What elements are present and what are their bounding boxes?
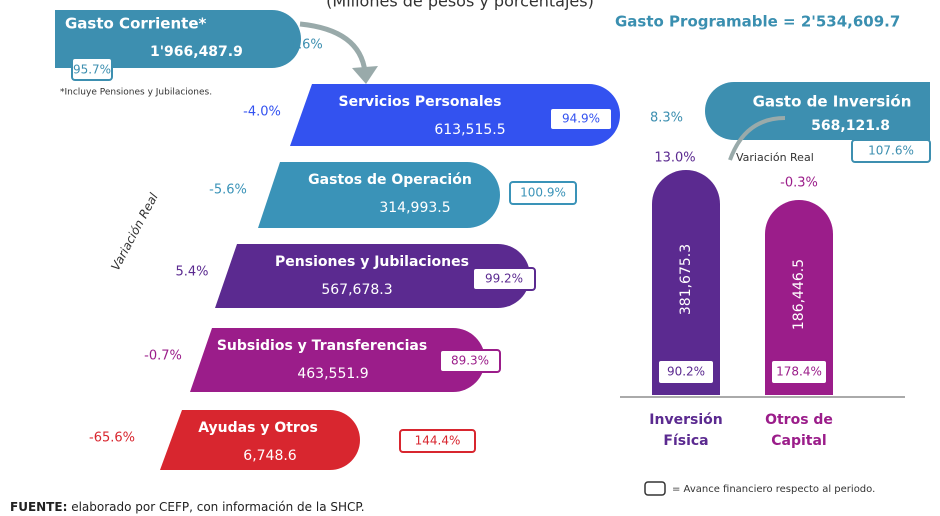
footer-label: FUENTE: xyxy=(10,500,67,514)
item-avance-box xyxy=(549,107,613,131)
item-avance: 144.4% xyxy=(415,434,461,448)
arrow xyxy=(299,21,368,73)
bar-avance: 178.4% xyxy=(776,365,822,379)
item-shape xyxy=(160,410,360,470)
item-value: 613,515.5 xyxy=(434,122,505,138)
bar-avance-box xyxy=(770,359,828,385)
gc-avance-box xyxy=(71,57,113,81)
item-name: Servicios Personales xyxy=(339,94,502,110)
arrow-head xyxy=(352,66,378,84)
item-shape xyxy=(290,84,620,146)
bar-shape xyxy=(652,170,720,395)
bar-variation: -0.3% xyxy=(780,176,818,191)
item-variation: -5.6% xyxy=(209,183,247,198)
items: Servicios Personales 613,515.5 -4.0% 94.9% G… xyxy=(89,84,620,470)
item-value: 567,678.3 xyxy=(321,282,392,298)
bar-variation: 13.0% xyxy=(654,151,695,166)
inv-avance: 107.6% xyxy=(868,144,914,158)
bar-shape xyxy=(765,200,833,395)
gc-value: 1'966,487.9 xyxy=(150,44,243,60)
item-value: 6,748.6 xyxy=(243,448,297,464)
footer: FUENTE: elaborado por CEFP, con informac… xyxy=(10,500,365,514)
bar-avance-box xyxy=(657,359,715,385)
item-avance: 99.2% xyxy=(485,272,523,286)
item-shape xyxy=(258,162,500,228)
item-variation: -65.6% xyxy=(89,431,135,446)
gc-avance: 95.7% xyxy=(73,63,111,77)
inv-arrow xyxy=(728,116,786,161)
item-avance: 89.3% xyxy=(451,354,489,368)
item-variation: -4.0% xyxy=(243,105,281,120)
axis-label: Variación Real xyxy=(108,190,161,273)
item-name: Ayudas y Otros xyxy=(198,420,318,436)
legend-box xyxy=(644,481,666,496)
item-shape xyxy=(215,244,530,308)
item-avance: 100.9% xyxy=(520,186,566,200)
item-avance-box xyxy=(509,181,577,205)
item-value: 314,993.5 xyxy=(379,200,450,216)
item-shape xyxy=(190,328,485,392)
gc-variation: -1.6% xyxy=(285,38,323,53)
inv-title: Gasto de Inversión xyxy=(753,93,912,111)
total: Gasto Programable = 2'534,609.7 xyxy=(615,13,900,31)
item-avance: 94.9% xyxy=(562,112,600,126)
item-variation: 5.4% xyxy=(175,265,208,280)
legend: = Avance financiero respecto al periodo. xyxy=(672,484,875,495)
bar-value: 186,446.5 xyxy=(791,259,807,330)
bars: 381,675.3 90.2% 13.0% Inversión Física 186,44… xyxy=(649,151,833,449)
item-value: 463,551.9 xyxy=(297,366,368,382)
bar-value: 381,675.3 xyxy=(678,244,694,315)
item-avance-box xyxy=(399,429,476,453)
item-name: Subsidios y Transferencias xyxy=(217,338,427,354)
inversion-shape xyxy=(705,82,930,140)
note: *Incluye Pensiones y Jubilaciones. xyxy=(60,88,212,98)
inv-variation: 8.3% xyxy=(650,111,683,126)
bar-name: Otros de xyxy=(765,412,833,428)
subtitle: (Millones de pesos y porcentajes) xyxy=(326,0,594,11)
item-avance-box xyxy=(472,267,536,291)
bar-avance: 90.2% xyxy=(667,365,705,379)
item-name: Gastos de Operación xyxy=(308,172,472,188)
item-name: Pensiones y Jubilaciones xyxy=(275,254,469,270)
inv-value: 568,121.8 xyxy=(811,118,890,134)
inv-variation-label: Variación Real xyxy=(736,151,814,164)
inv-avance-box xyxy=(851,139,931,163)
item-variation: -0.7% xyxy=(144,349,182,364)
bar-name: Física xyxy=(663,433,708,449)
bar-name: Inversión xyxy=(649,412,722,428)
gasto-corriente-shape xyxy=(55,10,301,68)
footer-text: elaborado por CEFP, con información de l… xyxy=(67,500,364,514)
bar-name: Capital xyxy=(771,433,826,449)
item-avance-box xyxy=(439,349,501,373)
gc-title: Gasto Corriente* xyxy=(65,15,207,33)
